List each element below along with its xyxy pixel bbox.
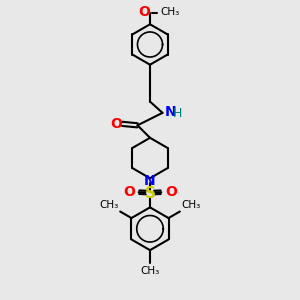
Text: O: O: [138, 5, 150, 19]
Text: O: O: [123, 185, 135, 199]
Text: N: N: [144, 174, 156, 188]
Text: O: O: [110, 117, 122, 131]
Text: CH₃: CH₃: [160, 7, 180, 17]
Text: H: H: [173, 107, 183, 120]
Text: S: S: [145, 186, 155, 201]
Text: CH₃: CH₃: [99, 200, 119, 210]
Text: O: O: [165, 185, 177, 199]
Text: N: N: [164, 105, 176, 119]
Text: CH₃: CH₃: [181, 200, 201, 210]
Text: CH₃: CH₃: [140, 266, 160, 276]
